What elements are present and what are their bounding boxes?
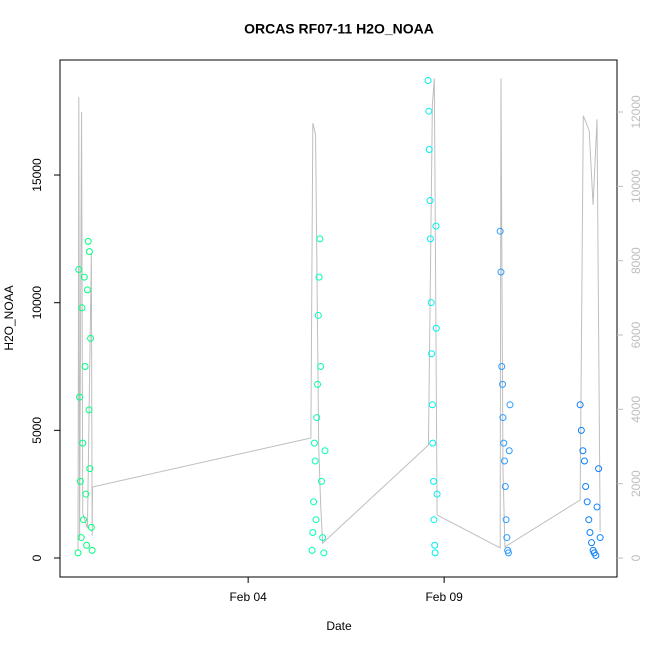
point xyxy=(317,363,325,371)
point xyxy=(85,248,93,256)
point xyxy=(83,541,91,549)
point xyxy=(86,465,94,473)
y2-tick-label: 2000 xyxy=(629,470,643,497)
point xyxy=(87,523,95,531)
point xyxy=(425,145,433,153)
point xyxy=(502,516,510,524)
y-tick-label: 10000 xyxy=(30,286,44,320)
point xyxy=(588,539,596,547)
y-axis-label: H2O_NOAA xyxy=(2,285,16,350)
point xyxy=(506,401,514,409)
point xyxy=(428,350,436,358)
point xyxy=(428,401,436,409)
point xyxy=(433,490,441,498)
point xyxy=(498,363,506,371)
y2-tick-label: 6000 xyxy=(629,321,643,348)
x-tick-label: Feb 09 xyxy=(425,590,463,604)
point xyxy=(313,414,321,422)
point xyxy=(308,546,316,554)
point xyxy=(593,503,601,511)
y-tick-label: 15000 xyxy=(30,158,44,192)
point xyxy=(316,235,324,243)
point xyxy=(79,439,87,447)
point xyxy=(582,483,590,491)
point xyxy=(583,498,591,506)
point xyxy=(76,477,84,485)
point xyxy=(430,516,438,524)
point xyxy=(430,477,438,485)
point xyxy=(501,483,509,491)
x-tick-label: Feb 04 xyxy=(229,590,267,604)
point xyxy=(317,477,325,485)
point xyxy=(309,528,317,536)
point xyxy=(320,549,328,557)
point xyxy=(500,439,508,447)
point xyxy=(504,549,512,557)
point xyxy=(314,380,322,388)
point xyxy=(75,265,83,273)
point xyxy=(586,528,594,536)
point xyxy=(80,516,88,524)
point xyxy=(82,490,90,498)
point xyxy=(431,541,439,549)
point xyxy=(580,457,588,465)
point xyxy=(592,551,600,559)
y2-tick-label: 8000 xyxy=(629,247,643,274)
x-axis-label: Date xyxy=(326,619,352,633)
point xyxy=(429,439,437,447)
point xyxy=(503,534,511,542)
point xyxy=(311,457,319,465)
point xyxy=(505,447,513,455)
point xyxy=(499,380,507,388)
point xyxy=(576,401,584,409)
point xyxy=(310,439,318,447)
point xyxy=(431,549,439,557)
y2-tick-label: 4000 xyxy=(629,396,643,423)
point xyxy=(496,227,504,235)
point xyxy=(425,107,433,115)
point xyxy=(596,534,604,542)
point xyxy=(497,268,505,276)
point xyxy=(85,406,93,414)
y2-tick-label: 0 xyxy=(629,554,643,561)
point xyxy=(87,334,95,342)
point xyxy=(77,534,85,542)
point xyxy=(577,426,585,434)
point xyxy=(76,393,84,401)
point xyxy=(310,498,318,506)
point xyxy=(427,299,435,307)
y2-tick-label: 12000 xyxy=(629,95,643,129)
point xyxy=(314,311,322,319)
point xyxy=(424,77,432,85)
point xyxy=(83,286,91,294)
point xyxy=(432,222,440,230)
chart-title: ORCAS RF07-11 H2O_NOAA xyxy=(244,21,434,37)
point xyxy=(585,516,593,524)
point xyxy=(74,549,82,557)
point xyxy=(426,197,434,205)
y2-tick-label: 10000 xyxy=(629,169,643,203)
point xyxy=(321,447,329,455)
point xyxy=(595,465,603,473)
point xyxy=(579,447,587,455)
point xyxy=(80,273,88,281)
line-series xyxy=(77,78,601,551)
point xyxy=(432,324,440,332)
point xyxy=(319,534,327,542)
y-tick-label: 5000 xyxy=(30,417,44,444)
point xyxy=(88,546,96,554)
point xyxy=(78,304,86,312)
point xyxy=(312,516,320,524)
point xyxy=(84,237,92,245)
y-tick-label: 0 xyxy=(30,554,44,561)
point xyxy=(81,363,89,371)
plot-frame xyxy=(59,59,618,578)
point xyxy=(501,457,509,465)
point xyxy=(315,273,323,281)
point xyxy=(499,414,507,422)
point xyxy=(426,235,434,243)
